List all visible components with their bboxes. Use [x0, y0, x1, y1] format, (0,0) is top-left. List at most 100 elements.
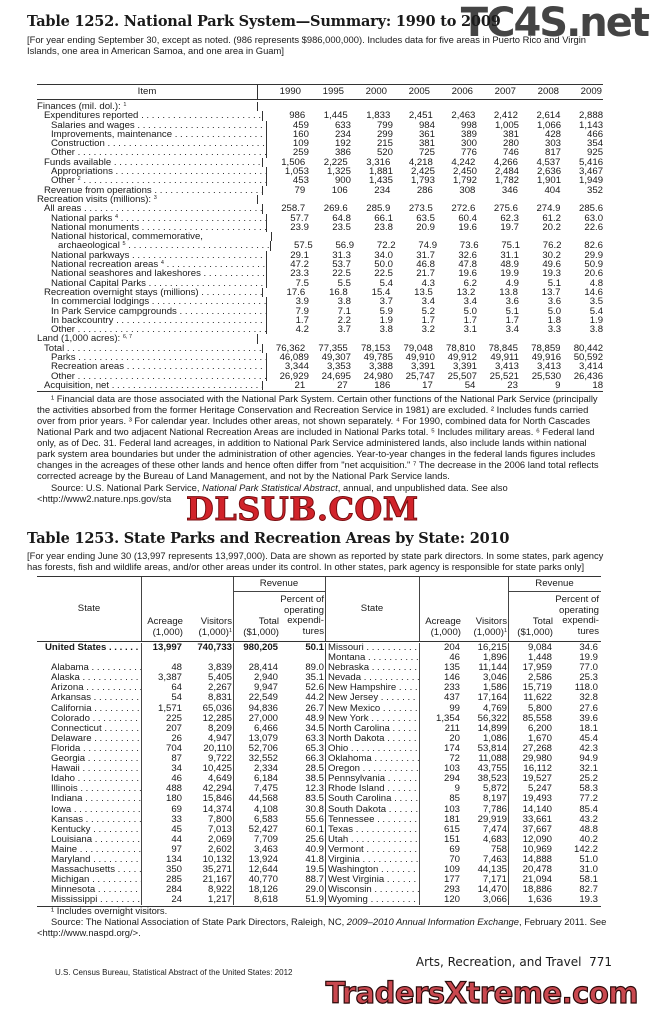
state-name: Montana	[325, 653, 419, 664]
cell-value: 8,197	[482, 793, 507, 805]
cell-value: 1,586	[482, 682, 507, 694]
cell-value: 294	[419, 774, 461, 785]
cell-value: 1,143	[579, 119, 604, 131]
cell-value: 27,000	[233, 713, 279, 724]
cell-value: 3.2	[421, 324, 435, 336]
cell-value: 44,568	[233, 794, 279, 805]
cell-value: 30.8	[305, 803, 324, 815]
table-row: Appropriations 1,053 1,325 1,881 2,425 2,450 2…	[37, 166, 603, 178]
state-name: New Hampshire	[325, 683, 419, 694]
table-row: Other 26,929 24,695 24,980 25,747 25,507 25,52…	[37, 370, 603, 382]
cell-value: 45	[141, 824, 183, 835]
cell-value: 18,886	[508, 885, 553, 896]
cell-value: 381	[503, 128, 520, 140]
cell-value: 18,126	[233, 885, 279, 896]
cell-value: 192	[334, 138, 351, 150]
cell-value: 5.0	[463, 305, 477, 317]
cell-value: 1,053	[284, 166, 309, 178]
cell-value: 9	[555, 379, 561, 391]
cell-value: 4,266	[493, 156, 518, 168]
cell-value: 31.3	[332, 249, 351, 261]
state-name: West Virginia	[325, 875, 419, 886]
row-label: In Park Service campgrounds	[37, 306, 267, 316]
cell-value: 776	[460, 147, 477, 159]
cell-value: 19.6	[458, 268, 477, 280]
cell-value: 37,667	[508, 824, 553, 835]
cell-value: 120	[419, 895, 461, 906]
cell-value: 14,140	[508, 804, 553, 815]
cell-value: 35.1	[305, 672, 324, 684]
cell-value: 303	[545, 138, 562, 150]
cell-value: 97	[141, 844, 183, 855]
row-label: National parkways	[37, 250, 267, 261]
cell-value: 39.6	[579, 712, 598, 724]
page-footer-section: Arts, Recreation, and Travel 771	[415, 955, 612, 969]
cell-value: 799	[376, 119, 393, 131]
cell-value: 1,448	[508, 652, 553, 664]
state-name: Louisiana	[37, 835, 141, 845]
cell-value: 23.9	[290, 221, 309, 233]
cell-value: 32.6	[458, 249, 477, 261]
cell-value: 1.8	[547, 314, 562, 326]
table-row: Revenue from operations 79 106 234 286 308 346…	[37, 185, 603, 195]
table-row: National parkways 29.1 31.3 34.0 31.7 32.6 31.…	[37, 249, 604, 261]
year-header: 2007	[494, 86, 516, 97]
cell-value: 29.1	[290, 249, 309, 261]
cell-value: 20.9	[416, 221, 435, 233]
cell-value: 5.5	[337, 277, 351, 289]
cell-value: 285	[141, 875, 183, 886]
cell-value: 4,683	[482, 833, 507, 845]
table-row: National recreation areas 4 47.2 53.7 50.0 4…	[37, 260, 603, 270]
cell-value: 2,334	[233, 764, 279, 775]
cell-value: 29.9	[584, 249, 604, 261]
table-row: In Park Service campgrounds 7.9 7.1 5.9 5.2 5…	[37, 305, 603, 317]
cell-value: 13.8	[499, 286, 518, 298]
cell-value: 10,969	[508, 844, 553, 855]
state-name: Alaska	[37, 673, 141, 683]
year-header: 2008	[537, 86, 559, 97]
cell-value: 63.5	[416, 212, 435, 224]
cell-value: 1.7	[421, 314, 435, 326]
table-1252-footnotes: ¹ Financial data are those associated wi…	[37, 393, 599, 481]
cell-value: 32,552	[233, 753, 279, 765]
cell-value: 24,980	[363, 370, 393, 382]
cell-value: 78,845	[488, 342, 518, 354]
cell-value: 233	[419, 683, 461, 694]
year-header: 1995	[322, 86, 344, 97]
cell-value: 3.3	[547, 324, 562, 336]
column-divider	[419, 577, 420, 641]
cell-value: 1.9	[589, 314, 604, 326]
row-label: Acquisition, net	[37, 380, 263, 391]
cell-value: 14.6	[584, 286, 604, 298]
cell-value: 72	[419, 753, 461, 765]
cell-value: 109	[419, 864, 461, 876]
cell-value: 361	[418, 128, 435, 140]
cell-value: 16.8	[329, 286, 348, 298]
cell-value: 19,527	[508, 774, 553, 785]
state-name: United States	[37, 643, 141, 653]
cell-value: 6.2	[463, 277, 477, 289]
cell-value: 14,888	[508, 854, 553, 866]
row-label: Appropriations	[37, 167, 267, 177]
cell-value: 26,929	[279, 370, 309, 382]
cell-value: 28,414	[233, 663, 279, 674]
cell-value: 62.3	[500, 212, 520, 224]
state-name: Oregon	[325, 764, 419, 775]
cell-value: 2,614	[536, 110, 561, 122]
cell-value: 284	[141, 885, 183, 896]
cell-value: 293	[419, 885, 461, 896]
cell-value: 29.0	[305, 884, 324, 896]
cell-value: 27	[337, 379, 348, 391]
state-name: Maryland	[37, 855, 141, 865]
cell-value: 22.5	[332, 268, 351, 280]
cell-value: 215	[376, 138, 393, 150]
visitors-header-2: Visitors (1,000)1	[473, 616, 507, 638]
cell-value: 10,132	[202, 853, 232, 865]
state-name: Ohio	[325, 743, 419, 755]
state-name: New York	[325, 713, 419, 724]
row-label: archaeological 5	[37, 241, 272, 251]
table-1252-source: Source: U.S. National Park Service, Nati…	[37, 482, 603, 504]
